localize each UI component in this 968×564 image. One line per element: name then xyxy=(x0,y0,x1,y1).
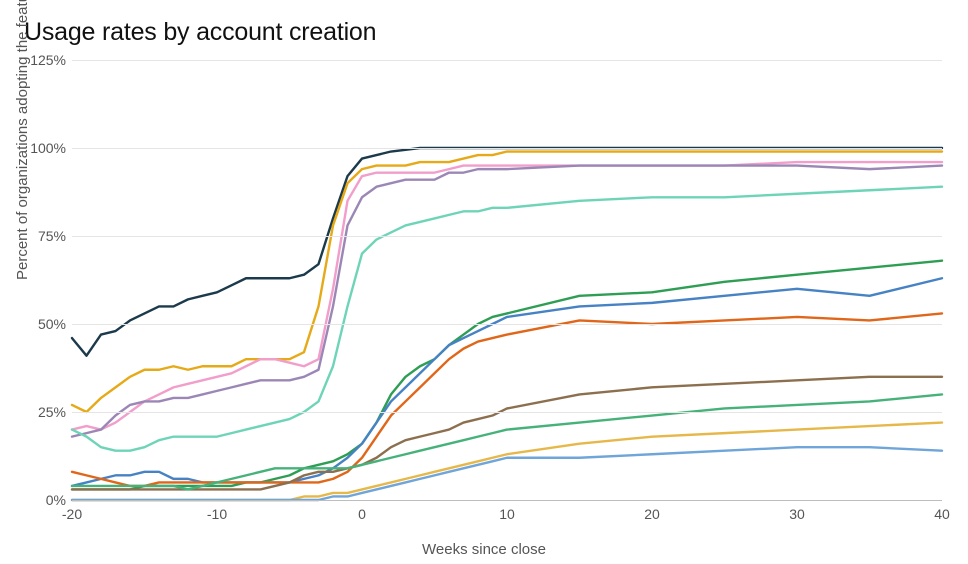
grid-line xyxy=(72,148,942,149)
x-tick-label: 20 xyxy=(644,500,660,522)
x-tick-label: 10 xyxy=(499,500,515,522)
x-tick-label: 30 xyxy=(789,500,805,522)
chart-container: Usage rates by account creation Percent … xyxy=(0,0,968,564)
y-tick-label: 50% xyxy=(38,316,72,332)
x-axis-title: Weeks since close xyxy=(422,541,546,558)
plot-area: 0%25%50%75%100%125%-20-10010203040 xyxy=(72,60,942,500)
y-axis-title: Percent of organizations adopting the fe… xyxy=(14,0,31,280)
x-tick-label: -10 xyxy=(207,500,227,522)
y-tick-label: 125% xyxy=(30,52,72,68)
grid-line xyxy=(72,412,942,413)
y-tick-label: 25% xyxy=(38,404,72,420)
x-tick-label: -20 xyxy=(62,500,82,522)
chart-title: Usage rates by account creation xyxy=(24,18,948,47)
grid-line xyxy=(72,324,942,325)
grid-line xyxy=(72,60,942,61)
series-cohort-2 xyxy=(72,152,942,412)
y-tick-label: 75% xyxy=(38,228,72,244)
series-cohort-4 xyxy=(72,166,942,437)
series-cohort-8 xyxy=(72,313,942,485)
grid-line xyxy=(72,236,942,237)
x-tick-label: 0 xyxy=(358,500,366,522)
chart-lines xyxy=(72,60,942,500)
y-tick-label: 100% xyxy=(30,140,72,156)
x-tick-label: 40 xyxy=(934,500,950,522)
